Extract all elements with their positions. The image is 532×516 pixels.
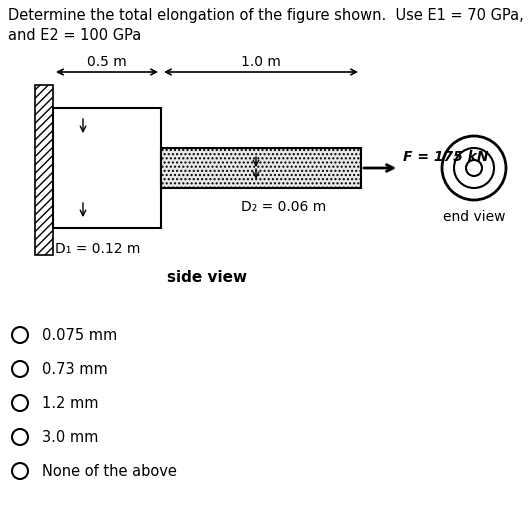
Text: Determine the total elongation of the figure shown.  Use E1 = 70 GPa,: Determine the total elongation of the fi… <box>8 8 523 23</box>
Text: 1.0 m: 1.0 m <box>241 55 281 69</box>
Text: D₂ = 0.06 m: D₂ = 0.06 m <box>241 200 326 214</box>
Bar <box>161 148 361 188</box>
Text: None of the above: None of the above <box>42 463 177 478</box>
Text: 1.2 mm: 1.2 mm <box>42 395 98 411</box>
Text: 0.73 mm: 0.73 mm <box>42 362 108 377</box>
Text: 3.0 mm: 3.0 mm <box>42 429 98 444</box>
Bar <box>35 85 53 255</box>
Text: F = 175 kN: F = 175 kN <box>403 150 488 164</box>
Text: 0.075 mm: 0.075 mm <box>42 328 117 343</box>
Text: end view: end view <box>443 210 505 224</box>
Bar <box>53 108 161 228</box>
Text: 0.5 m: 0.5 m <box>87 55 127 69</box>
Text: side view: side view <box>167 270 247 285</box>
Text: and E2 = 100 GPa: and E2 = 100 GPa <box>8 28 142 43</box>
Text: D₁ = 0.12 m: D₁ = 0.12 m <box>55 242 140 256</box>
